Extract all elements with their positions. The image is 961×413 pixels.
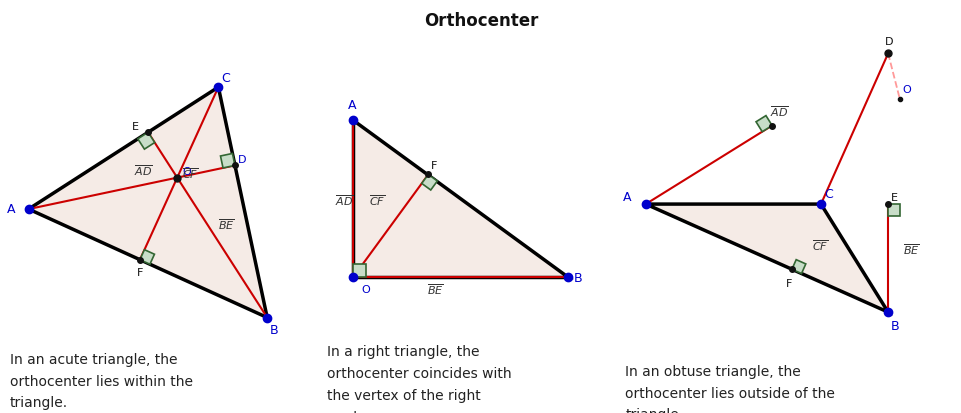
Text: F: F: [431, 161, 437, 171]
Text: O: O: [901, 85, 910, 95]
Text: D: D: [884, 37, 893, 47]
Polygon shape: [137, 132, 155, 149]
Text: $\overline{CF}$: $\overline{CF}$: [182, 166, 198, 181]
Text: $\overline{BE}$: $\overline{BE}$: [427, 282, 443, 297]
Text: B: B: [573, 272, 581, 285]
Polygon shape: [791, 260, 805, 273]
Text: O: O: [360, 285, 370, 295]
Polygon shape: [353, 264, 366, 277]
Text: Orthocenter: Orthocenter: [424, 12, 537, 31]
Text: E: E: [890, 193, 898, 203]
Text: $\overline{BE}$: $\overline{BE}$: [901, 242, 919, 257]
Polygon shape: [29, 87, 267, 318]
Polygon shape: [755, 116, 772, 132]
Polygon shape: [421, 174, 437, 190]
Text: C: C: [221, 72, 230, 85]
Text: F: F: [137, 268, 143, 278]
Text: $\overline{BE}$: $\overline{BE}$: [218, 218, 234, 233]
Text: $\overline{CF}$: $\overline{CF}$: [811, 239, 827, 253]
Text: $\overline{AD}$: $\overline{AD}$: [334, 193, 354, 208]
Polygon shape: [139, 250, 155, 264]
Text: B: B: [270, 324, 279, 337]
Polygon shape: [645, 204, 887, 312]
Text: A: A: [622, 191, 630, 204]
Text: In an obtuse triangle, the
orthocenter lies outside of the
triangle.: In an obtuse triangle, the orthocenter l…: [625, 365, 834, 413]
Polygon shape: [353, 119, 568, 277]
Text: A: A: [7, 203, 15, 216]
Text: E: E: [132, 121, 138, 132]
Polygon shape: [220, 154, 234, 168]
Text: $\overline{AD}$: $\overline{AD}$: [769, 104, 788, 119]
Text: $\overline{AD}$: $\overline{AD}$: [135, 164, 153, 178]
Text: B: B: [890, 320, 899, 332]
Text: In a right triangle, the
orthocenter coincides with
the vertex of the right
angl: In a right triangle, the orthocenter coi…: [327, 345, 511, 413]
Text: $\overline{CF}$: $\overline{CF}$: [369, 193, 385, 208]
Text: In an acute triangle, the
orthocenter lies within the
triangle.: In an acute triangle, the orthocenter li…: [10, 353, 192, 411]
Text: F: F: [785, 279, 792, 289]
Text: A: A: [348, 99, 357, 112]
Text: O: O: [183, 167, 191, 177]
Text: C: C: [823, 188, 832, 201]
Text: D: D: [237, 155, 246, 165]
Polygon shape: [887, 204, 899, 216]
